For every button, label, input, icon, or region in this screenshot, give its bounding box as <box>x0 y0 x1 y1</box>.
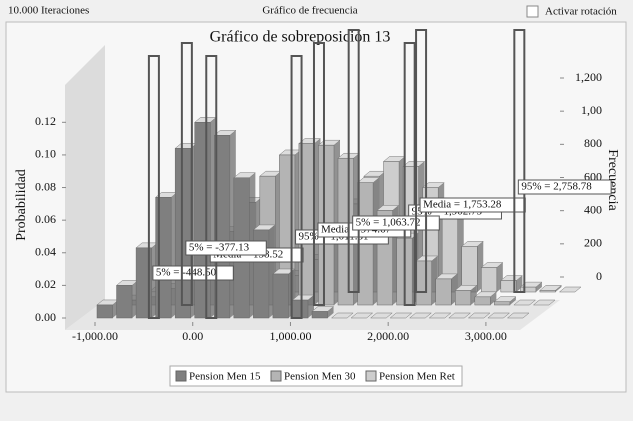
bar-side <box>535 282 542 292</box>
bar <box>194 122 211 319</box>
bar <box>174 148 191 319</box>
iterations: 10.000 Iteraciones <box>8 5 89 17</box>
bar <box>435 278 452 306</box>
bar <box>539 290 556 293</box>
legend-swatch <box>175 370 187 382</box>
bar-top <box>389 312 413 319</box>
percentile-plane <box>290 55 303 319</box>
percentile-plane <box>347 29 360 293</box>
bar-side <box>509 296 516 305</box>
rotate-checkbox[interactable] <box>526 5 539 18</box>
percentile-plane <box>205 55 218 319</box>
y-tick-label: 0.06 <box>35 212 56 226</box>
stat-label: 5% = -377.13 <box>189 242 250 254</box>
bar <box>311 311 328 319</box>
bar <box>520 286 537 293</box>
y-tick-label: 0.10 <box>35 147 56 161</box>
stat-label-box <box>352 215 440 231</box>
percentile-plane <box>312 42 325 306</box>
legend-label: Pension Men Ret <box>379 371 455 383</box>
bar-top <box>532 299 556 306</box>
percentile-plane <box>147 55 160 319</box>
y-tick-label: 0.00 <box>35 310 56 324</box>
bar-top <box>513 299 537 306</box>
y-tick-label: 0.02 <box>35 277 56 291</box>
percentile-plane <box>513 29 526 293</box>
bar-top <box>506 312 530 319</box>
stat-label: 5% = -448.50 <box>156 267 217 279</box>
x-tick-label: 3,000.00 <box>465 329 507 343</box>
bar-top <box>369 312 393 319</box>
bar-top <box>409 312 432 319</box>
bar-top <box>467 312 491 319</box>
bar <box>494 301 511 306</box>
x-tick-label: 2,000.00 <box>367 329 409 343</box>
stat-label: Media = 1,753.28 <box>423 199 502 211</box>
bar-top <box>350 312 374 319</box>
bar-top <box>558 286 582 293</box>
legend <box>169 365 463 387</box>
stat-label-box <box>185 240 267 256</box>
y-tick-label: 0.04 <box>35 245 56 259</box>
bar-top <box>428 312 452 319</box>
bar <box>292 299 309 319</box>
legend-swatch <box>270 370 282 382</box>
bar <box>135 247 152 319</box>
view-name: Gráfico de frecuencia <box>262 5 357 17</box>
bar-side <box>327 306 334 318</box>
bar-side <box>490 291 497 305</box>
bar <box>96 304 113 319</box>
y-tick-label: 0.08 <box>35 179 56 193</box>
y2-tick-label: 400 <box>584 202 602 216</box>
bar <box>474 296 491 306</box>
percentile-plane <box>415 29 428 293</box>
bar-top <box>330 312 354 319</box>
y2-tick-label: 1,00 <box>581 103 602 117</box>
side-wall <box>65 45 105 330</box>
bar-side <box>555 285 562 292</box>
x-tick-label: 0.00 <box>182 329 203 343</box>
legend-swatch <box>365 370 377 382</box>
bar-top <box>487 312 511 319</box>
y-tick-label: 0.12 <box>35 114 56 128</box>
x-tick-label: -1,000.00 <box>72 329 118 343</box>
y2-tick-label: 800 <box>584 136 602 150</box>
y2-axis-label: Frecuencia <box>605 149 620 211</box>
stat-label-box <box>517 179 612 195</box>
bar <box>500 280 517 293</box>
y2-tick-label: 0 <box>596 269 602 283</box>
bar <box>415 260 432 306</box>
y2-tick-label: 1,200 <box>575 70 602 84</box>
legend-label: Pension Men 30 <box>284 371 356 383</box>
bar <box>272 273 289 319</box>
percentile-plane <box>180 42 193 306</box>
rotate-label[interactable]: Activar rotación <box>545 6 617 18</box>
bar-top <box>448 312 472 319</box>
stat-label: 95% = 2,758.78 <box>521 181 592 193</box>
bar <box>116 285 133 319</box>
legend-label: Pension Men 15 <box>189 371 261 383</box>
percentile-plane <box>403 42 416 306</box>
stat-label-box <box>152 265 234 281</box>
bar <box>481 267 498 293</box>
x-tick-label: 1,000.00 <box>269 329 311 343</box>
chart-title: Gráfico de sobreposición 13 <box>210 29 391 46</box>
bar <box>455 290 472 306</box>
y2-tick-label: 200 <box>584 236 602 250</box>
stat-label: 5% = 1,063.72 <box>356 217 421 229</box>
y-axis-label: Probabilidad <box>14 169 29 241</box>
